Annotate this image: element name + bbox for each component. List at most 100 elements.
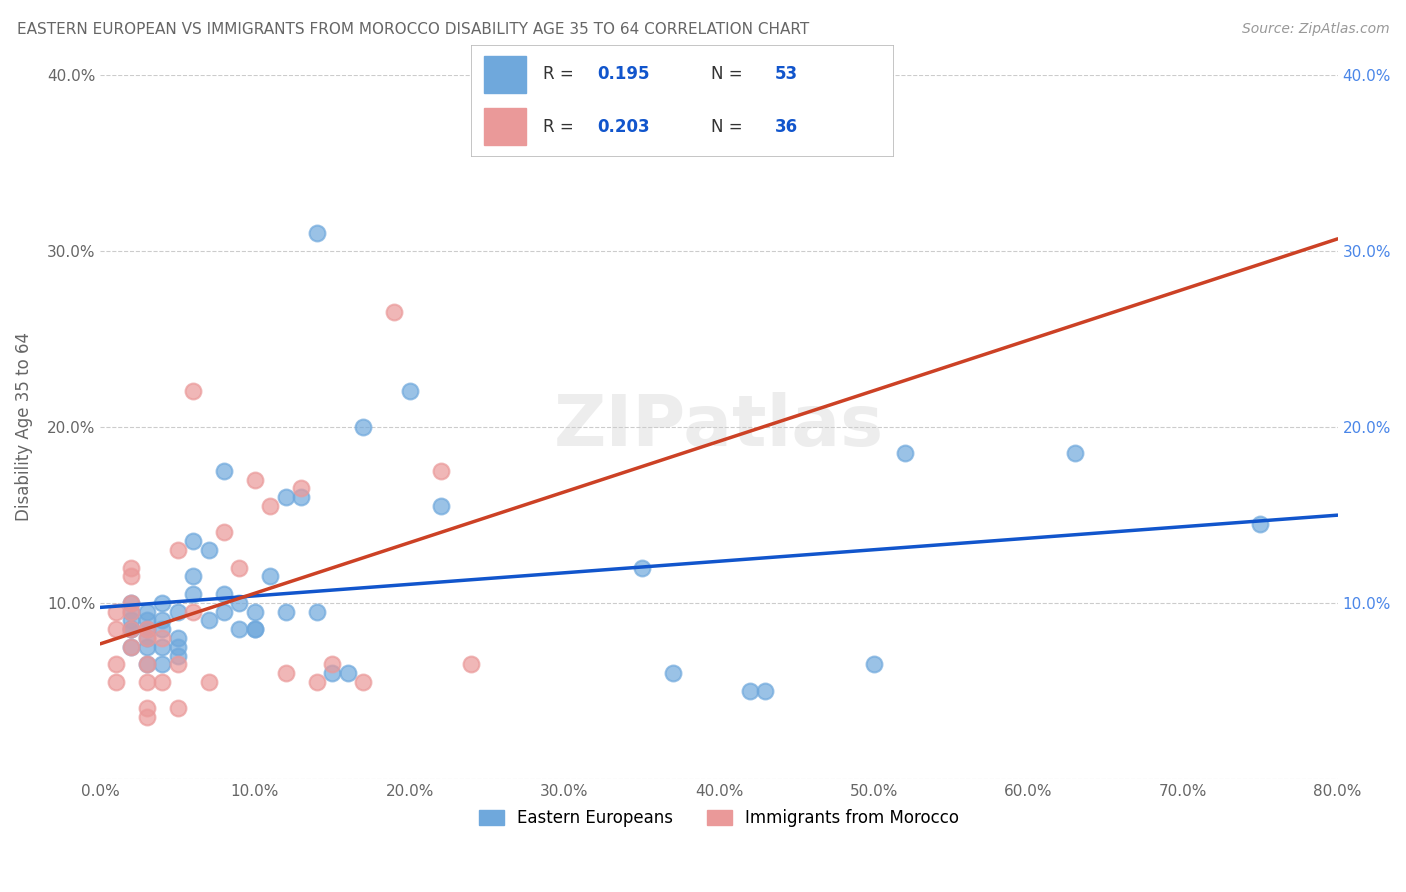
FancyBboxPatch shape	[484, 108, 526, 145]
Point	[321, 666, 343, 681]
Point	[197, 543, 219, 558]
Point	[274, 605, 297, 619]
Point	[630, 560, 652, 574]
Point	[212, 605, 235, 619]
Point	[104, 622, 127, 636]
Point	[893, 446, 915, 460]
Text: 0.203: 0.203	[598, 118, 650, 136]
Point	[181, 605, 204, 619]
Point	[166, 543, 188, 558]
Text: 53: 53	[775, 65, 797, 83]
Point	[259, 499, 281, 513]
Point	[120, 622, 142, 636]
Point	[305, 675, 328, 690]
Point	[274, 490, 297, 504]
Point	[290, 481, 312, 495]
Point	[212, 464, 235, 478]
Point	[120, 605, 142, 619]
Point	[166, 657, 188, 672]
Point	[166, 648, 188, 663]
Point	[120, 560, 142, 574]
Point	[212, 587, 235, 601]
Point	[181, 384, 204, 399]
Point	[135, 622, 157, 636]
Point	[135, 657, 157, 672]
Point	[120, 614, 142, 628]
Point	[135, 622, 157, 636]
Point	[120, 622, 142, 636]
Point	[135, 657, 157, 672]
Point	[259, 569, 281, 583]
Point	[150, 640, 173, 654]
Point	[120, 622, 142, 636]
Text: EASTERN EUROPEAN VS IMMIGRANTS FROM MOROCCO DISABILITY AGE 35 TO 64 CORRELATION : EASTERN EUROPEAN VS IMMIGRANTS FROM MORO…	[17, 22, 808, 37]
Point	[135, 675, 157, 690]
Point	[120, 596, 142, 610]
Point	[181, 587, 204, 601]
Text: N =: N =	[711, 65, 748, 83]
Point	[104, 675, 127, 690]
Point	[228, 560, 250, 574]
Point	[135, 640, 157, 654]
Point	[166, 605, 188, 619]
Point	[738, 684, 761, 698]
Point	[243, 622, 266, 636]
Point	[862, 657, 884, 672]
Point	[150, 657, 173, 672]
Point	[150, 596, 173, 610]
FancyBboxPatch shape	[484, 55, 526, 93]
Point	[135, 614, 157, 628]
Point	[104, 605, 127, 619]
Point	[166, 701, 188, 715]
Legend: Eastern Europeans, Immigrants from Morocco: Eastern Europeans, Immigrants from Moroc…	[472, 803, 966, 834]
Point	[181, 569, 204, 583]
Point	[321, 657, 343, 672]
Text: N =: N =	[711, 118, 748, 136]
Point	[150, 622, 173, 636]
Y-axis label: Disability Age 35 to 64: Disability Age 35 to 64	[15, 332, 32, 521]
Point	[135, 631, 157, 645]
Point	[120, 640, 142, 654]
Point	[429, 464, 451, 478]
Text: 0.195: 0.195	[598, 65, 650, 83]
Point	[305, 605, 328, 619]
Point	[1063, 446, 1085, 460]
Point	[305, 226, 328, 240]
Point	[243, 622, 266, 636]
Point	[429, 499, 451, 513]
Text: 36: 36	[775, 118, 797, 136]
Point	[382, 305, 405, 319]
Point	[120, 605, 142, 619]
Point	[135, 701, 157, 715]
Point	[120, 640, 142, 654]
Point	[661, 666, 683, 681]
Point	[212, 525, 235, 540]
Point	[135, 710, 157, 724]
Point	[166, 631, 188, 645]
Point	[290, 490, 312, 504]
Point	[166, 640, 188, 654]
Point	[150, 675, 173, 690]
Point	[243, 473, 266, 487]
Point	[120, 596, 142, 610]
Text: R =: R =	[543, 118, 579, 136]
Point	[274, 666, 297, 681]
Point	[228, 622, 250, 636]
Point	[104, 657, 127, 672]
Point	[1249, 516, 1271, 531]
Point	[228, 596, 250, 610]
Point	[398, 384, 420, 399]
Text: ZIPatlas: ZIPatlas	[554, 392, 884, 461]
Point	[754, 684, 776, 698]
Point	[120, 569, 142, 583]
Text: Source: ZipAtlas.com: Source: ZipAtlas.com	[1241, 22, 1389, 37]
Point	[135, 605, 157, 619]
Point	[135, 631, 157, 645]
Point	[150, 631, 173, 645]
Point	[243, 605, 266, 619]
Point	[336, 666, 359, 681]
Point	[460, 657, 482, 672]
Point	[197, 614, 219, 628]
Text: R =: R =	[543, 65, 579, 83]
Point	[352, 675, 374, 690]
